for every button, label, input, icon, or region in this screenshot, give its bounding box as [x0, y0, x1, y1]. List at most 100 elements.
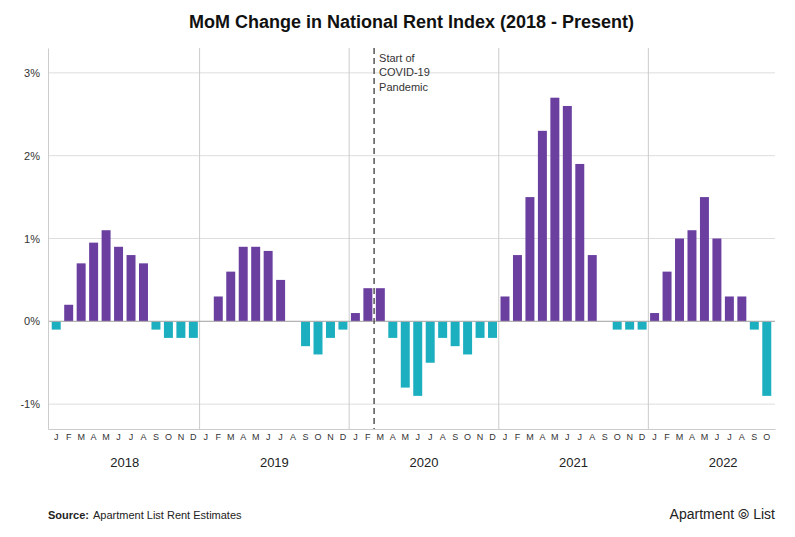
x-tick: J — [278, 432, 283, 442]
bar — [388, 321, 397, 338]
bar — [351, 313, 360, 321]
x-tick-label: A — [689, 432, 695, 442]
x-tick: O — [314, 432, 321, 442]
annotation: Start ofCOVID-19Pandemic — [379, 52, 430, 93]
x-tick-label: M — [377, 432, 385, 442]
x-tick-label: S — [602, 432, 608, 442]
bar — [314, 321, 323, 354]
x-tick: M — [526, 432, 534, 442]
x-tick: A — [689, 432, 695, 442]
x-tick-label: M — [252, 432, 259, 442]
year-divider — [349, 48, 350, 429]
bar — [675, 239, 684, 322]
year-label: 2021 — [559, 455, 588, 470]
bar — [488, 321, 497, 338]
x-tick: S — [452, 432, 458, 442]
x-tick-label: A — [589, 432, 595, 442]
x-tick: M — [377, 432, 385, 442]
x-tick: A — [240, 432, 246, 442]
bar — [438, 321, 447, 338]
bar — [513, 255, 522, 321]
x-tick-label: J — [715, 432, 720, 442]
x-tick: N — [477, 432, 484, 442]
x-tick: J — [116, 432, 121, 442]
x-tick-label: J — [266, 432, 271, 442]
y-tick-label: 1% — [24, 233, 40, 245]
grid-line — [48, 404, 775, 405]
x-tick: F — [66, 432, 72, 442]
x-tick: J — [54, 432, 59, 442]
bar — [750, 321, 759, 329]
x-tick-label: J — [578, 432, 583, 442]
x-tick: F — [365, 432, 371, 442]
x-tick: S — [602, 432, 608, 442]
y-tick: 2% — [24, 150, 40, 162]
x-tick: F — [515, 432, 521, 442]
bar — [164, 321, 173, 338]
grid — [48, 73, 775, 404]
x-tick-label: S — [751, 432, 757, 442]
y-tick-label: 3% — [24, 67, 40, 79]
x-tick: O — [165, 432, 172, 442]
x-tick-label: F — [515, 432, 521, 442]
bar — [102, 230, 111, 321]
logo-part: ⦾ — [738, 506, 749, 522]
bar — [52, 321, 61, 329]
x-tick: O — [763, 432, 770, 442]
x-tick: J — [715, 432, 720, 442]
x-tick-label: A — [240, 432, 246, 442]
y-tick: -1% — [20, 398, 40, 410]
x-tick-label: A — [91, 432, 97, 442]
bar — [501, 296, 510, 321]
x-tick: J — [503, 432, 508, 442]
logo-part: Apartment — [670, 506, 735, 522]
y-tick-label: -1% — [20, 398, 40, 410]
x-tick-label: J — [415, 432, 420, 442]
x-tick-label: A — [739, 432, 745, 442]
bar — [613, 321, 622, 329]
x-tick-label: S — [452, 432, 458, 442]
x-tick: M — [77, 432, 85, 442]
y-axis-line — [48, 49, 49, 430]
year-dividers — [200, 48, 649, 429]
bar — [426, 321, 435, 362]
y-tick-label: 2% — [24, 150, 40, 162]
x-tick: S — [751, 432, 757, 442]
x-tick-label: J — [54, 432, 59, 442]
year-divider — [498, 48, 499, 429]
x-tick: D — [489, 432, 496, 442]
bar — [401, 321, 410, 387]
year-label: 2022 — [709, 455, 738, 470]
bar — [64, 305, 73, 322]
x-axis: JFMAMJJASONDJFMAMJJASONDJFMAMJJASONDJFMA… — [49, 430, 776, 443]
bar — [663, 272, 672, 322]
x-tick-label: O — [314, 432, 321, 442]
bar — [413, 321, 422, 396]
source: Source:Apartment List Rent Estimates — [48, 509, 242, 521]
x-tick-label: O — [614, 432, 621, 442]
y-tick: 1% — [24, 233, 40, 245]
x-tick: A — [140, 432, 146, 442]
bar — [712, 239, 721, 322]
bar — [563, 106, 572, 321]
bar — [214, 296, 223, 321]
x-tick-label: J — [129, 432, 134, 442]
bar — [538, 131, 547, 322]
bar — [650, 313, 659, 321]
bar — [226, 272, 235, 322]
x-tick: F — [216, 432, 222, 442]
zero-line — [48, 321, 775, 322]
x-axis-line — [49, 429, 776, 430]
x-tick: M — [551, 432, 559, 442]
year-divider — [648, 48, 649, 429]
x-tick-label: O — [763, 432, 770, 442]
bar — [276, 280, 285, 321]
title: MoM Change in National Rent Index (2018 … — [189, 12, 634, 32]
x-tick: J — [353, 432, 358, 442]
x-tick-label: M — [227, 432, 235, 442]
x-tick: M — [227, 432, 235, 442]
y-tick: 0% — [24, 315, 40, 327]
x-tick: J — [727, 432, 732, 442]
source-label: Source: — [48, 509, 89, 521]
bars — [52, 98, 772, 396]
